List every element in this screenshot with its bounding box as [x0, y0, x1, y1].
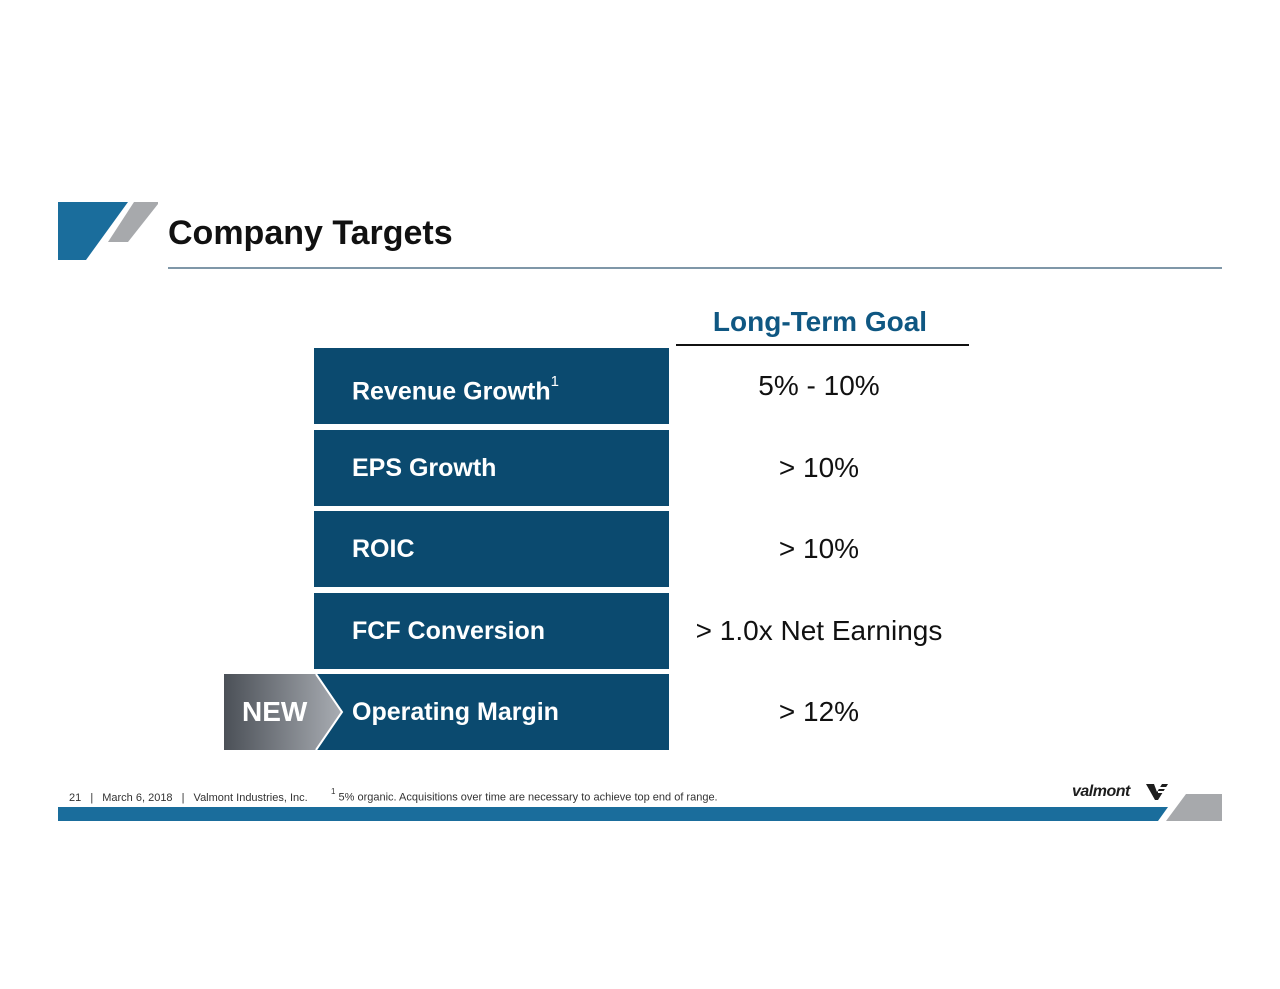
footnote-text: 5% organic. Acquisitions over time are n… [338, 791, 718, 804]
metric-row-eps-growth: EPS Growth [314, 430, 669, 506]
goal-value: > 12% [778, 696, 860, 727]
footnote: 1 5% organic. Acquisitions over time are… [331, 787, 718, 804]
valmont-v-icon [1146, 784, 1168, 800]
slide-number: 21 [69, 792, 82, 804]
goal-value: > 10% [778, 452, 860, 483]
new-badge-arrow-shape [224, 674, 344, 750]
logo-wordmark: valmont [1072, 783, 1130, 800]
header-accent-shape [58, 202, 158, 260]
column-heading-long-term-goal: Long-Term Goal [712, 306, 928, 337]
metric-label: EPS Growth [352, 454, 497, 482]
metric-label: Revenue Growth1 [352, 373, 559, 406]
valmont-logo: valmont [1072, 783, 1168, 803]
goal-value: 5% - 10% [758, 370, 880, 401]
footer-slide-info: 21 | March 6, 2018 | Valmont Industries,… [69, 792, 308, 804]
footer-bar [58, 794, 1222, 821]
footer-separator: | [181, 792, 185, 804]
goal-value: > 1.0x Net Earnings [695, 615, 943, 646]
title-divider [168, 267, 1222, 269]
column-heading-underline [676, 344, 969, 346]
new-badge-label: NEW [242, 696, 308, 727]
page-title: Company Targets [168, 214, 453, 252]
metric-row-revenue-growth: Revenue Growth1 [314, 348, 669, 424]
footnote-marker: 1 [331, 787, 336, 796]
presentation-date: March 6, 2018 [102, 792, 173, 804]
footer-separator: | [90, 792, 94, 804]
metric-row-fcf-conversion: FCF Conversion [314, 593, 669, 669]
new-badge: NEW [224, 674, 344, 750]
metric-label: Operating Margin [352, 698, 559, 726]
goal-value: > 10% [778, 533, 860, 564]
metric-label: FCF Conversion [352, 617, 546, 645]
company-name: Valmont Industries, Inc. [193, 792, 308, 804]
metric-row-roic: ROIC [314, 511, 669, 587]
metric-row-operating-margin: Operating Margin [314, 674, 669, 750]
footnote-marker: 1 [550, 373, 559, 390]
metric-label: ROIC [352, 535, 415, 563]
